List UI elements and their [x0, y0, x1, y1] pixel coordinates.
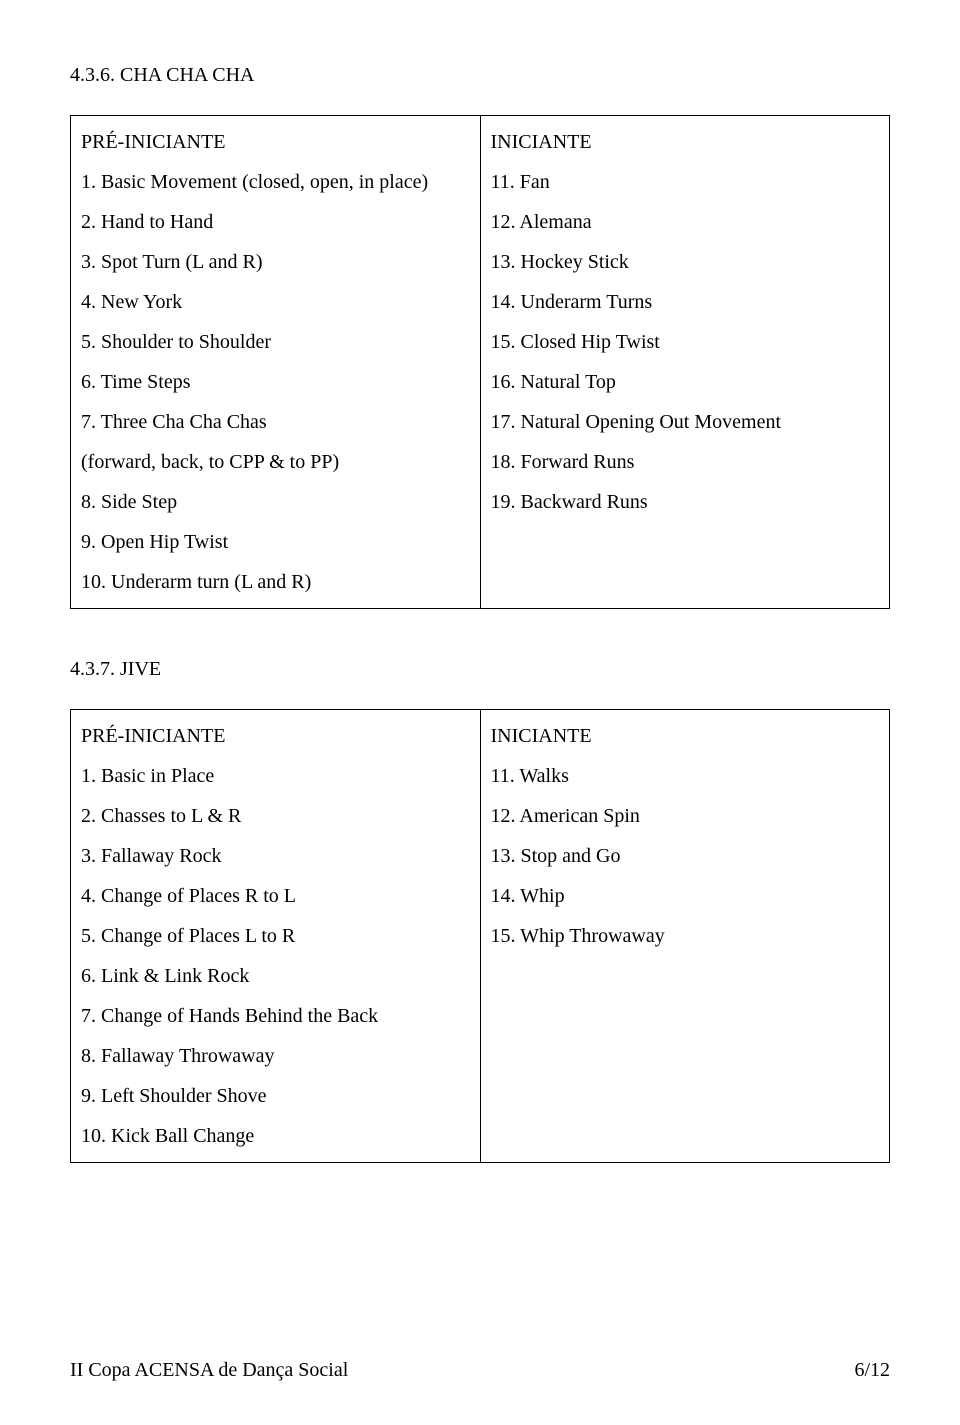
list-item: 12. American Spin [491, 796, 880, 836]
col-header: INICIANTE [491, 122, 880, 162]
list-item: 1. Basic Movement (closed, open, in plac… [81, 162, 470, 202]
list-item: 7. Three Cha Cha Chas (forward, back, to… [81, 402, 470, 482]
list-item: 9. Open Hip Twist [81, 522, 470, 562]
list-item: 13. Hockey Stick [491, 242, 880, 282]
list-item: 15. Closed Hip Twist [491, 322, 880, 362]
list-item: 2. Chasses to L & R [81, 796, 470, 836]
table-cell-pre-iniciante: PRÉ-INICIANTE 1. Basic Movement (closed,… [71, 116, 481, 609]
list-item: 18. Forward Runs [491, 442, 880, 482]
list-item: 19. Backward Runs [491, 482, 880, 522]
table-cell-pre-iniciante: PRÉ-INICIANTE 1. Basic in Place 2. Chass… [71, 710, 481, 1163]
list-item: 4. Change of Places R to L [81, 876, 470, 916]
list-item: 14. Underarm Turns [491, 282, 880, 322]
list-item: 13. Stop and Go [491, 836, 880, 876]
list-item: 6. Time Steps [81, 362, 470, 402]
page-number: 6/12 [854, 1355, 890, 1385]
list-item: 5. Shoulder to Shoulder [81, 322, 470, 362]
list-item: 8. Fallaway Throwaway [81, 1036, 470, 1076]
list-item: 11. Walks [491, 756, 880, 796]
list-item: 4. New York [81, 282, 470, 322]
list-item: 8. Side Step [81, 482, 470, 522]
col-header: PRÉ-INICIANTE [81, 122, 470, 162]
page-footer: II Copa ACENSA de Dança Social 6/12 [70, 1355, 890, 1385]
list-item: 5. Change of Places L to R [81, 916, 470, 956]
list-item: 16. Natural Top [491, 362, 880, 402]
list-item: 2. Hand to Hand [81, 202, 470, 242]
list-item: 10. Underarm turn (L and R) [81, 562, 470, 602]
col-header: PRÉ-INICIANTE [81, 716, 470, 756]
list-item: 12. Alemana [491, 202, 880, 242]
list-item: 11. Fan [491, 162, 880, 202]
list-item: 1. Basic in Place [81, 756, 470, 796]
list-item: 3. Spot Turn (L and R) [81, 242, 470, 282]
list-item: 9. Left Shoulder Shove [81, 1076, 470, 1116]
section-heading-jive: 4.3.7. JIVE [70, 654, 890, 684]
list-item: 10. Kick Ball Change [81, 1116, 470, 1156]
col-header: INICIANTE [491, 716, 880, 756]
list-item: 17. Natural Opening Out Movement [491, 402, 880, 442]
list-item: 14. Whip [491, 876, 880, 916]
list-item: 6. Link & Link Rock [81, 956, 470, 996]
table-cell-iniciante: INICIANTE 11. Fan 12. Alemana 13. Hockey… [480, 116, 890, 609]
section-heading-chachacha: 4.3.6. CHA CHA CHA [70, 60, 890, 90]
table-cell-iniciante: INICIANTE 11. Walks 12. American Spin 13… [480, 710, 890, 1163]
list-item: 15. Whip Throwaway [491, 916, 880, 956]
table-chachacha: PRÉ-INICIANTE 1. Basic Movement (closed,… [70, 115, 890, 609]
list-item: 7. Change of Hands Behind the Back [81, 996, 470, 1036]
table-jive: PRÉ-INICIANTE 1. Basic in Place 2. Chass… [70, 709, 890, 1163]
footer-title: II Copa ACENSA de Dança Social [70, 1355, 348, 1385]
list-item: 3. Fallaway Rock [81, 836, 470, 876]
